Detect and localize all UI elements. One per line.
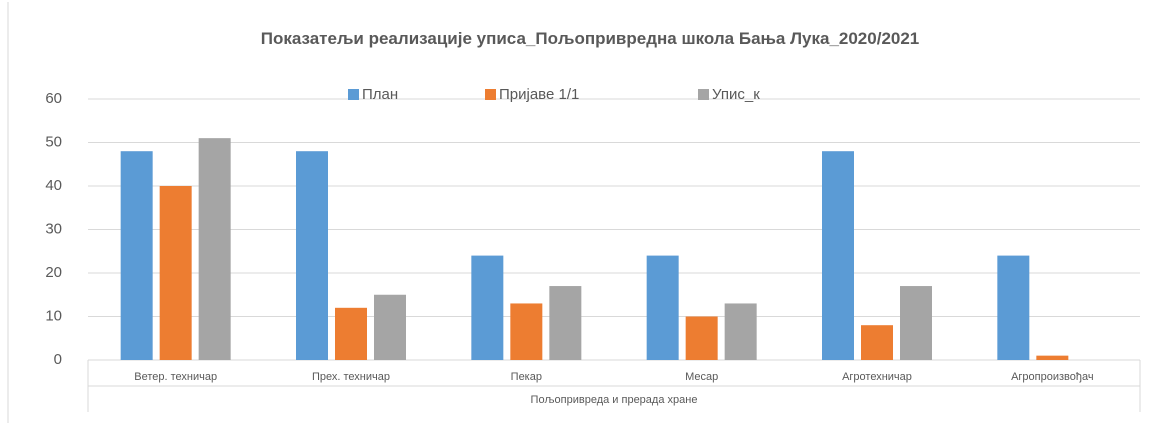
y-tick-label: 20: [45, 264, 62, 281]
y-tick-label: 50: [45, 133, 62, 150]
bar: [120, 151, 153, 360]
bar: [296, 151, 328, 360]
x-axis-title: Пољопривреда и прерада хране: [531, 394, 698, 406]
x-tick-label: Пекар: [511, 371, 542, 383]
bar: [822, 151, 854, 360]
x-tick-label: Агротехничар: [842, 371, 912, 383]
legend-swatch: [485, 89, 496, 100]
legend-label: Пријаве 1/1: [499, 86, 579, 103]
legend-swatch: [698, 89, 709, 100]
bar: [510, 303, 543, 360]
bar: [997, 255, 1030, 360]
x-tick-label: Прех. техничар: [312, 371, 390, 383]
bar: [1036, 355, 1069, 360]
y-tick-label: 30: [45, 220, 62, 237]
x-tick-label: Агропроизвођач: [1011, 371, 1094, 383]
bar: [724, 303, 757, 360]
y-tick-label: 40: [45, 177, 62, 194]
bar: [471, 255, 504, 360]
bar: [646, 255, 679, 360]
y-tick-label: 10: [45, 307, 62, 324]
x-tick-label: Ветер. техничар: [134, 371, 217, 383]
chart-title: Показатељи реализације уписа_Пољопривред…: [260, 29, 920, 48]
bar: [900, 286, 932, 360]
bar: [685, 316, 718, 360]
legend-label: Упис_к: [712, 86, 760, 103]
bar: [335, 307, 367, 360]
bar: [861, 325, 893, 360]
y-tick-label: 0: [54, 351, 62, 368]
legend-swatch: [348, 89, 359, 100]
bar: [374, 294, 406, 360]
y-tick-label: 60: [45, 90, 62, 107]
legend-label: План: [362, 86, 398, 103]
bar: [198, 138, 231, 360]
bar: [159, 186, 192, 360]
bar: [549, 286, 582, 360]
x-tick-label: Месар: [685, 371, 718, 383]
